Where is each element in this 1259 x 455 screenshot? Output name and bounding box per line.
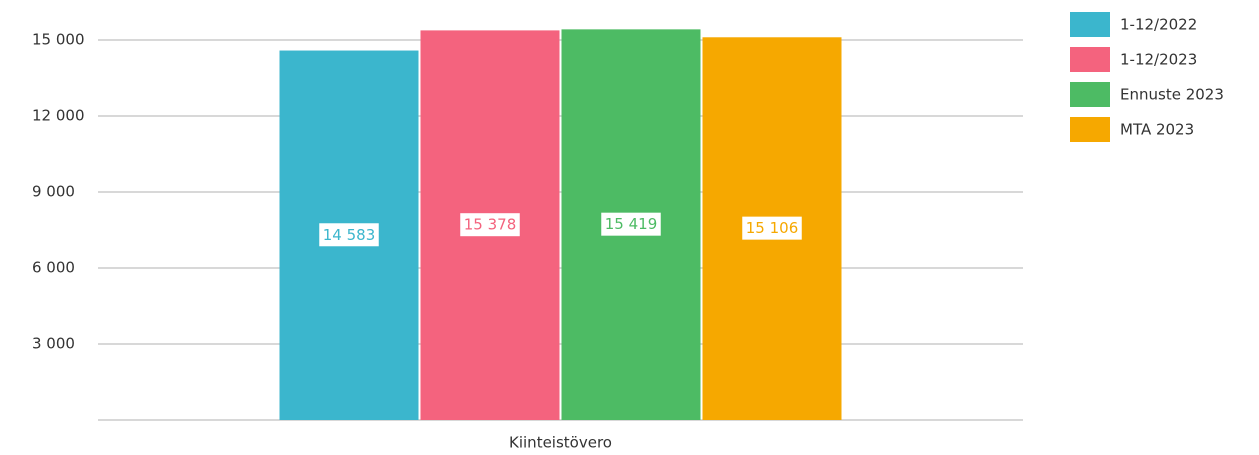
value-label: 15 106 xyxy=(746,219,799,237)
legend-swatch xyxy=(1070,117,1110,142)
value-label: 15 419 xyxy=(605,215,658,233)
value-label-box xyxy=(741,215,803,241)
value-label-box xyxy=(459,212,521,238)
y-tick-label: 9 000 xyxy=(32,182,75,200)
legend-swatch xyxy=(1070,47,1110,72)
value-label-box xyxy=(318,222,380,248)
y-tick-label: 6 000 xyxy=(32,258,75,276)
x-tick-label: Kiinteistövero xyxy=(509,434,612,452)
legend-label: MTA 2023 xyxy=(1120,121,1194,139)
legend-swatch xyxy=(1070,12,1110,37)
value-label-box xyxy=(600,211,662,237)
y-tick-label: 15 000 xyxy=(32,30,85,48)
legend-swatch xyxy=(1070,82,1110,107)
legend-label: 1-12/2022 xyxy=(1120,16,1197,34)
y-tick-label: 3 000 xyxy=(32,334,75,352)
legend-label: 1-12/2023 xyxy=(1120,51,1197,69)
value-label: 14 583 xyxy=(323,226,376,244)
y-tick-label: 12 000 xyxy=(32,106,85,124)
value-label: 15 378 xyxy=(464,216,517,234)
legend-label: Ennuste 2023 xyxy=(1120,86,1224,104)
